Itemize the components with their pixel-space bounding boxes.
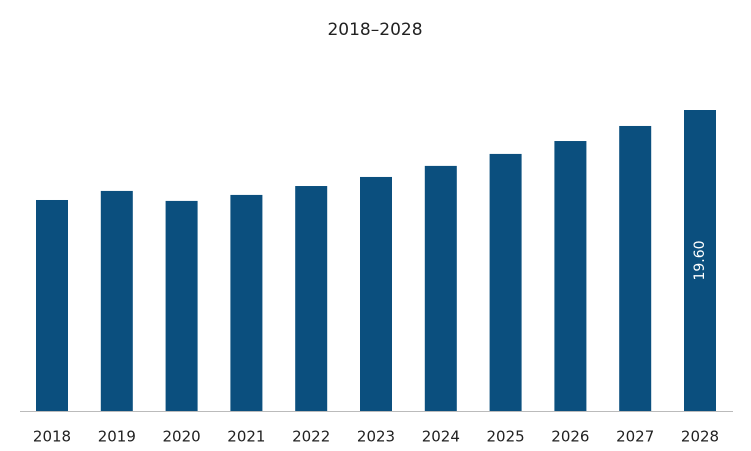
x-tick-label: 2026 <box>551 428 589 446</box>
chart-title: 2018–2028 <box>327 20 422 40</box>
x-tick-label: 2028 <box>681 428 719 446</box>
bar <box>424 165 457 411</box>
x-tick-label: 2025 <box>487 428 525 446</box>
bar <box>295 186 328 411</box>
x-tick-label: 2027 <box>616 428 654 446</box>
bar <box>619 125 652 411</box>
bar <box>100 190 133 411</box>
x-tick-label: 2020 <box>163 428 201 446</box>
bar <box>360 176 392 411</box>
x-tick-label: 2022 <box>292 428 330 446</box>
x-tick-label: 2021 <box>227 428 265 446</box>
bar <box>165 200 198 411</box>
value-label: 19.60 <box>692 240 708 280</box>
bar <box>684 110 716 411</box>
bar <box>489 153 522 411</box>
bar <box>230 194 263 411</box>
bar <box>36 199 68 411</box>
bar <box>554 141 587 411</box>
x-tick-label: 2018 <box>33 428 71 446</box>
x-tick-label: 2023 <box>357 428 395 446</box>
x-tick-label: 2024 <box>422 428 460 446</box>
x-tick-label: 2019 <box>98 428 136 446</box>
